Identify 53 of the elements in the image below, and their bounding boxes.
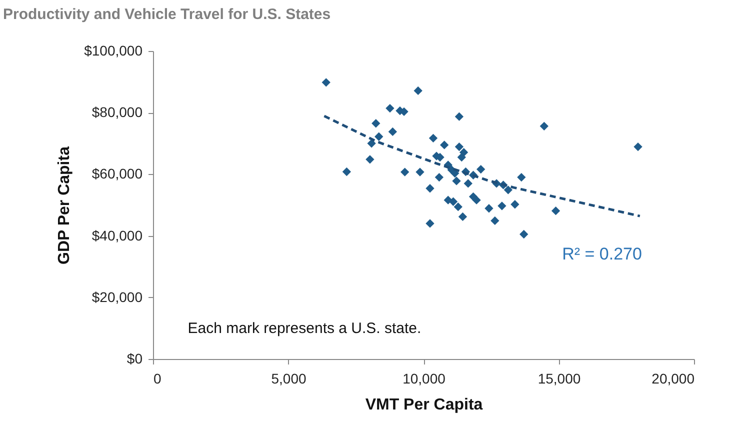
point (476, 164, 486, 174)
y-tick-label: $60,000 (92, 166, 143, 182)
point (540, 122, 548, 130)
point (454, 142, 464, 152)
point (520, 230, 528, 239)
point (504, 186, 512, 194)
y-tick-label: $100,000 (84, 42, 143, 58)
y-tick-label: $20,000 (92, 288, 143, 305)
point (484, 204, 494, 213)
point (428, 134, 438, 142)
point (457, 152, 466, 162)
point (367, 139, 376, 148)
point (372, 119, 380, 128)
point (510, 200, 520, 209)
x-axis-title: VMT Per Capita (365, 396, 483, 414)
annotation: R² = 0.270 (562, 244, 642, 264)
point (458, 212, 468, 222)
point (426, 184, 434, 193)
point (434, 172, 444, 182)
point (366, 155, 374, 164)
point (342, 167, 352, 176)
point (414, 86, 422, 96)
point (388, 127, 397, 136)
point (472, 196, 481, 204)
point (448, 197, 458, 206)
x-tick-label: 0 (154, 370, 162, 386)
point (551, 206, 560, 216)
point (517, 172, 526, 182)
point (464, 179, 472, 188)
point (400, 168, 410, 176)
x-tick-label: 15,000 (538, 370, 581, 386)
chart-title: Productivity and Vehicle Travel for U.S. States (3, 6, 331, 23)
point (454, 202, 462, 212)
point (386, 104, 394, 113)
point (634, 142, 642, 152)
y-tick-label: $40,000 (92, 227, 143, 244)
line-series (322, 114, 642, 218)
annotation: Each mark represents a U.S. state. (188, 320, 422, 338)
point (322, 78, 330, 87)
x-tick-label: 20,000 (652, 370, 695, 386)
x-tick-label: 10,000 (402, 370, 446, 386)
x-tick-label: 5,000 (271, 370, 306, 386)
point (452, 176, 461, 186)
point (416, 168, 424, 176)
point (426, 219, 434, 228)
point (454, 112, 464, 121)
point (440, 140, 449, 150)
y-axis-title: GDP Per Capita (56, 146, 74, 264)
y-tick-label: $0 (126, 350, 143, 366)
point (490, 216, 500, 226)
point (498, 202, 506, 210)
point (374, 132, 384, 141)
y-tick-label: $80,000 (92, 104, 143, 120)
